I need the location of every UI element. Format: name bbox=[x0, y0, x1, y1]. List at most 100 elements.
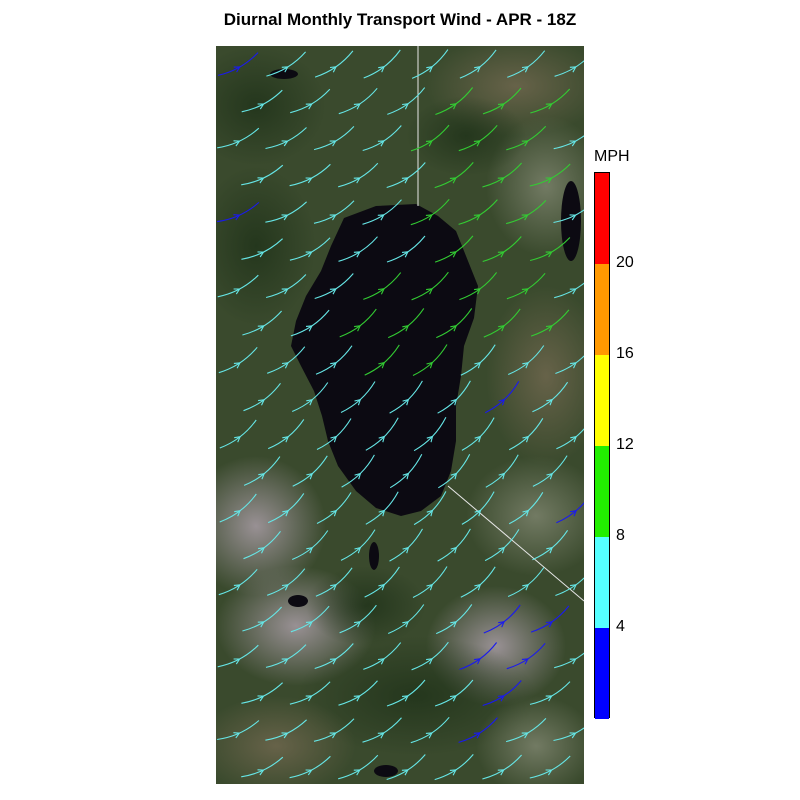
colorbar-bin bbox=[595, 628, 609, 719]
wind-arrowhead bbox=[258, 399, 266, 406]
colorbar-unit-label: MPH bbox=[594, 148, 630, 165]
small-lake bbox=[288, 595, 308, 607]
small-lake bbox=[374, 765, 398, 777]
wind-arrowhead bbox=[522, 583, 530, 591]
wind-arrowhead bbox=[401, 251, 409, 258]
wind-arrowhead bbox=[497, 251, 505, 258]
wind-arrowhead bbox=[377, 140, 385, 147]
wind-arrowhead bbox=[474, 658, 481, 665]
colorbar-tick-label: 12 bbox=[616, 436, 634, 453]
wind-arrowhead bbox=[449, 695, 457, 702]
wind-arrowhead bbox=[545, 621, 553, 628]
wind-arrowhead bbox=[545, 177, 553, 184]
wind-arrowhead bbox=[474, 288, 481, 295]
wind-arrowhead bbox=[545, 251, 553, 258]
wind-arrowhead bbox=[306, 398, 314, 406]
wind-arrowhead bbox=[354, 621, 362, 628]
wind-arrowhead bbox=[353, 103, 361, 110]
wind-arrowhead bbox=[378, 361, 386, 369]
wind-arrowhead bbox=[377, 658, 385, 665]
wind-arrowhead bbox=[449, 177, 457, 184]
chart-title: Diurnal Monthly Transport Wind - APR - 1… bbox=[223, 10, 577, 29]
wind-arrowhead bbox=[377, 214, 385, 221]
wind-arrowhead bbox=[257, 769, 265, 776]
wind-arrowhead bbox=[570, 362, 577, 369]
wind-arrowhead bbox=[522, 509, 530, 517]
colorbar-bin bbox=[595, 264, 609, 355]
wind-arrowhead bbox=[570, 509, 578, 517]
wind-arrowhead bbox=[497, 177, 505, 184]
wind-arrowhead bbox=[354, 325, 362, 332]
wind-arrowhead bbox=[330, 361, 337, 369]
wind-arrowhead bbox=[305, 325, 313, 332]
wind-arrowhead bbox=[497, 103, 505, 110]
colorbar-bin bbox=[595, 537, 609, 628]
wind-arrowhead bbox=[425, 214, 433, 221]
wind-arrowhead bbox=[498, 546, 506, 554]
wind-arrowhead bbox=[233, 732, 241, 739]
wind-arrowhead bbox=[521, 214, 529, 221]
wind-arrowhead bbox=[354, 472, 362, 480]
wind-arrowhead bbox=[402, 620, 410, 628]
wind-arrowhead bbox=[570, 584, 577, 591]
wind-arrowhead bbox=[474, 583, 482, 591]
wind-arrowhead bbox=[425, 732, 433, 739]
wind-arrowhead bbox=[378, 65, 386, 73]
wind-arrowhead bbox=[258, 472, 266, 480]
wind-arrowhead bbox=[281, 214, 289, 221]
wind-arrowhead bbox=[426, 435, 434, 443]
wind-arrowhead bbox=[545, 103, 553, 110]
wind-arrowhead bbox=[281, 362, 289, 369]
wind-arrowhead bbox=[353, 769, 361, 776]
colorbar-bin bbox=[595, 173, 609, 264]
wind-arrowhead bbox=[305, 251, 313, 258]
wind-arrowhead bbox=[306, 472, 314, 480]
wind-arrowhead bbox=[402, 546, 410, 554]
wind-arrowhead bbox=[569, 66, 577, 73]
wind-arrowhead bbox=[257, 325, 265, 332]
wind-arrowhead bbox=[378, 288, 385, 295]
wind-arrowhead bbox=[305, 621, 313, 628]
wind-arrowhead bbox=[282, 435, 290, 443]
wind-arrowhead bbox=[498, 620, 506, 628]
wind-arrowhead bbox=[257, 251, 265, 258]
wind-arrowhead bbox=[329, 214, 337, 221]
wind-arrowhead bbox=[282, 509, 290, 517]
wind-arrowhead bbox=[473, 732, 481, 739]
wind-arrowhead bbox=[281, 732, 289, 739]
wind-arrowhead bbox=[474, 509, 482, 517]
wind-arrowhead bbox=[450, 620, 458, 628]
wind-arrowhead bbox=[545, 695, 553, 702]
colorbar-tick-label: 20 bbox=[616, 254, 634, 271]
wind-arrowhead bbox=[474, 361, 482, 369]
wind-arrowhead bbox=[281, 288, 289, 295]
map-canvas bbox=[216, 46, 584, 784]
wind-arrowhead bbox=[450, 103, 457, 110]
wind-arrowhead bbox=[233, 66, 241, 73]
wind-arrowhead bbox=[233, 584, 241, 591]
wind-arrowhead bbox=[450, 546, 458, 554]
wind-arrowhead bbox=[569, 732, 577, 739]
wind-arrowhead bbox=[521, 66, 529, 73]
wind-arrowhead bbox=[257, 177, 265, 184]
wind-arrowhead bbox=[426, 288, 434, 295]
wind-arrowhead bbox=[258, 547, 266, 554]
wind-arrowhead bbox=[233, 362, 241, 369]
wind-arrowhead bbox=[305, 177, 313, 184]
wind-arrowhead bbox=[402, 472, 410, 480]
wind-arrowhead bbox=[329, 288, 337, 295]
wind-arrowhead bbox=[402, 324, 410, 332]
wind-arrowhead bbox=[521, 140, 529, 147]
wind-arrowhead bbox=[378, 435, 386, 443]
wind-arrowhead bbox=[329, 140, 337, 147]
wind-arrowhead bbox=[569, 214, 577, 221]
terrain-texture bbox=[216, 46, 584, 784]
wind-arrowhead bbox=[354, 398, 362, 406]
wind-arrowhead bbox=[281, 140, 289, 147]
wind-arrowhead bbox=[545, 325, 553, 332]
wind-arrowhead bbox=[545, 769, 553, 776]
wind-arrowhead bbox=[281, 584, 289, 591]
colorbar-tick-label: 8 bbox=[616, 527, 625, 544]
satellite-map bbox=[216, 46, 584, 784]
wind-arrowhead bbox=[497, 695, 505, 702]
